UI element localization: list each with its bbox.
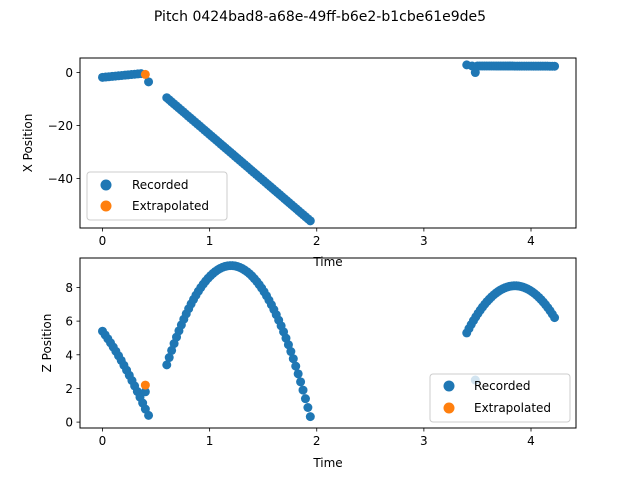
data-point-recorded [550,61,560,71]
data-point-extrapolated [140,380,150,390]
x-tick-label: 2 [313,434,321,448]
legend-label-extrapolated: Extrapolated [132,199,209,213]
x-tick-label: 0 [99,234,107,248]
x-ticks: 0 1 2 3 4 [99,428,535,448]
y-tick-label: 6 [65,315,73,329]
legend-marker-recorded [443,380,455,392]
points-layer [98,261,560,422]
data-point-recorded [164,353,174,363]
x-tick-label: 0 [99,434,107,448]
data-point-recorded [296,377,306,387]
data-point-recorded [305,216,315,226]
y-tick-label: 8 [65,281,73,295]
y-axis-label: Z Position [40,314,54,373]
y-tick-label: −40 [48,172,73,186]
data-point-recorded [144,77,154,87]
subplot-x-position: 0 1 2 3 4 0 −20 −40 Time X Position Recorded E… [21,57,577,269]
legend-box [86,171,228,221]
x-tick-label: 3 [420,434,428,448]
data-point-recorded [283,340,293,350]
y-axis-label: X Position [21,114,35,173]
data-point-recorded [167,345,177,355]
legend-label-recorded: Recorded [132,178,188,192]
y-tick-label: −20 [48,119,73,133]
x-tick-label: 2 [313,234,321,248]
data-point-recorded [300,394,310,404]
data-point-recorded [550,313,560,323]
y-tick-label: 0 [65,66,73,80]
y-ticks: 0 2 4 6 8 [65,281,80,430]
subplot-z-position: 0 1 2 3 4 0 2 4 6 8 Time Z Position Recorded Ext… [40,257,577,470]
data-point-recorded [140,387,150,397]
figure-title: Pitch 0424bad8-a68e-49ff-b6e2-b1cbe61e9d… [154,9,486,25]
x-tick-label: 1 [206,234,214,248]
y-ticks: 0 −20 −40 [48,66,80,186]
x-tick-label: 3 [420,234,428,248]
legend-marker-recorded [100,179,112,191]
x-axis-label: Time [312,255,342,269]
x-axis-label: Time [312,456,342,470]
points-layer [98,60,560,226]
data-point-recorded [293,369,303,379]
legend-label-recorded: Recorded [474,379,530,393]
legend: Recorded Extrapolated [429,373,571,423]
data-point-recorded [288,354,298,364]
x-tick-label: 4 [527,434,535,448]
plot-frame [79,57,577,229]
x-tick-label: 1 [206,434,214,448]
legend-marker-extrapolated [443,402,455,414]
legend-marker-extrapolated [100,200,112,212]
y-tick-label: 0 [65,416,73,430]
data-point-recorded [162,360,172,370]
x-tick-label: 4 [527,234,535,248]
data-point-recorded [144,410,154,420]
plot-frame [79,257,577,429]
legend-label-extrapolated: Extrapolated [474,401,551,415]
data-point-extrapolated [140,69,150,79]
data-point-recorded [291,361,301,371]
legend: Recorded Extrapolated [86,171,228,221]
data-point-recorded [298,385,308,395]
y-tick-label: 4 [65,348,73,362]
x-ticks: 0 1 2 3 4 [99,228,535,248]
y-tick-label: 2 [65,382,73,396]
data-point-recorded [305,412,315,422]
data-point-recorded [286,347,296,357]
legend-box [429,373,571,423]
data-point-recorded [303,403,313,412]
